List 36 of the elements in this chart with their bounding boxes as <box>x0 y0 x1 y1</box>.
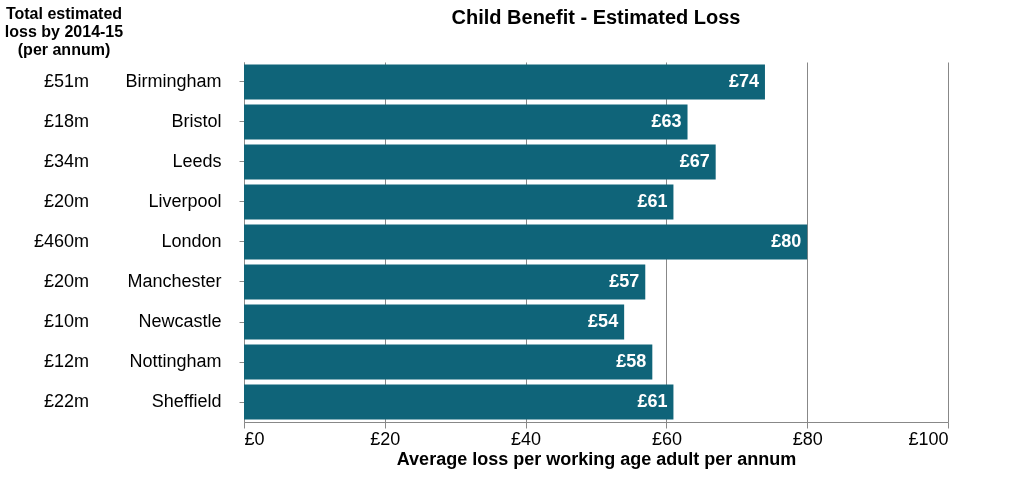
x-tick-label: £100 <box>908 428 949 449</box>
data-label: £61 <box>637 191 668 211</box>
y-tick-label: Manchester <box>127 271 222 291</box>
y-tick-label: Newcastle <box>138 311 222 331</box>
text: Total estimated loss by 2014-15 (per annum) <box>4 5 124 58</box>
chart-title: Child Benefit - Estimated Loss <box>451 6 741 28</box>
x-tick-label: £0 <box>244 428 265 449</box>
text: £18m <box>43 111 89 131</box>
data-label: £58 <box>616 351 647 371</box>
text: £12m <box>43 351 89 371</box>
y-tick-label: Nottingham <box>129 351 222 371</box>
data-label: £57 <box>609 271 640 291</box>
text: £22m <box>43 391 89 411</box>
data-label: £61 <box>637 391 668 411</box>
data-label: £74 <box>728 71 759 91</box>
x-tick-label: £60 <box>651 428 682 449</box>
y-tick-label: Bristol <box>171 111 222 131</box>
data-label: £80 <box>771 231 802 251</box>
y-tick-label: London <box>161 231 222 251</box>
text: £34m <box>43 151 89 171</box>
text: £460m <box>33 231 89 251</box>
x-tick-label: £80 <box>792 428 823 449</box>
x-tick-label: £40 <box>511 428 542 449</box>
x-axis-title: Average loss per working age adult per annum <box>396 448 797 469</box>
text: £20m <box>43 271 89 291</box>
y-tick-label: Leeds <box>172 151 222 171</box>
x-tick-label: £20 <box>370 428 401 449</box>
y-tick-label: Sheffield <box>151 391 222 411</box>
text: £10m <box>43 311 89 331</box>
y-tick-label: Birmingham <box>125 71 222 91</box>
data-label: £67 <box>679 151 710 171</box>
text: £20m <box>43 191 89 211</box>
text: £51m <box>43 71 89 91</box>
data-label: £63 <box>651 111 682 131</box>
data-label: £54 <box>588 311 619 331</box>
y-tick-label: Liverpool <box>148 191 222 211</box>
